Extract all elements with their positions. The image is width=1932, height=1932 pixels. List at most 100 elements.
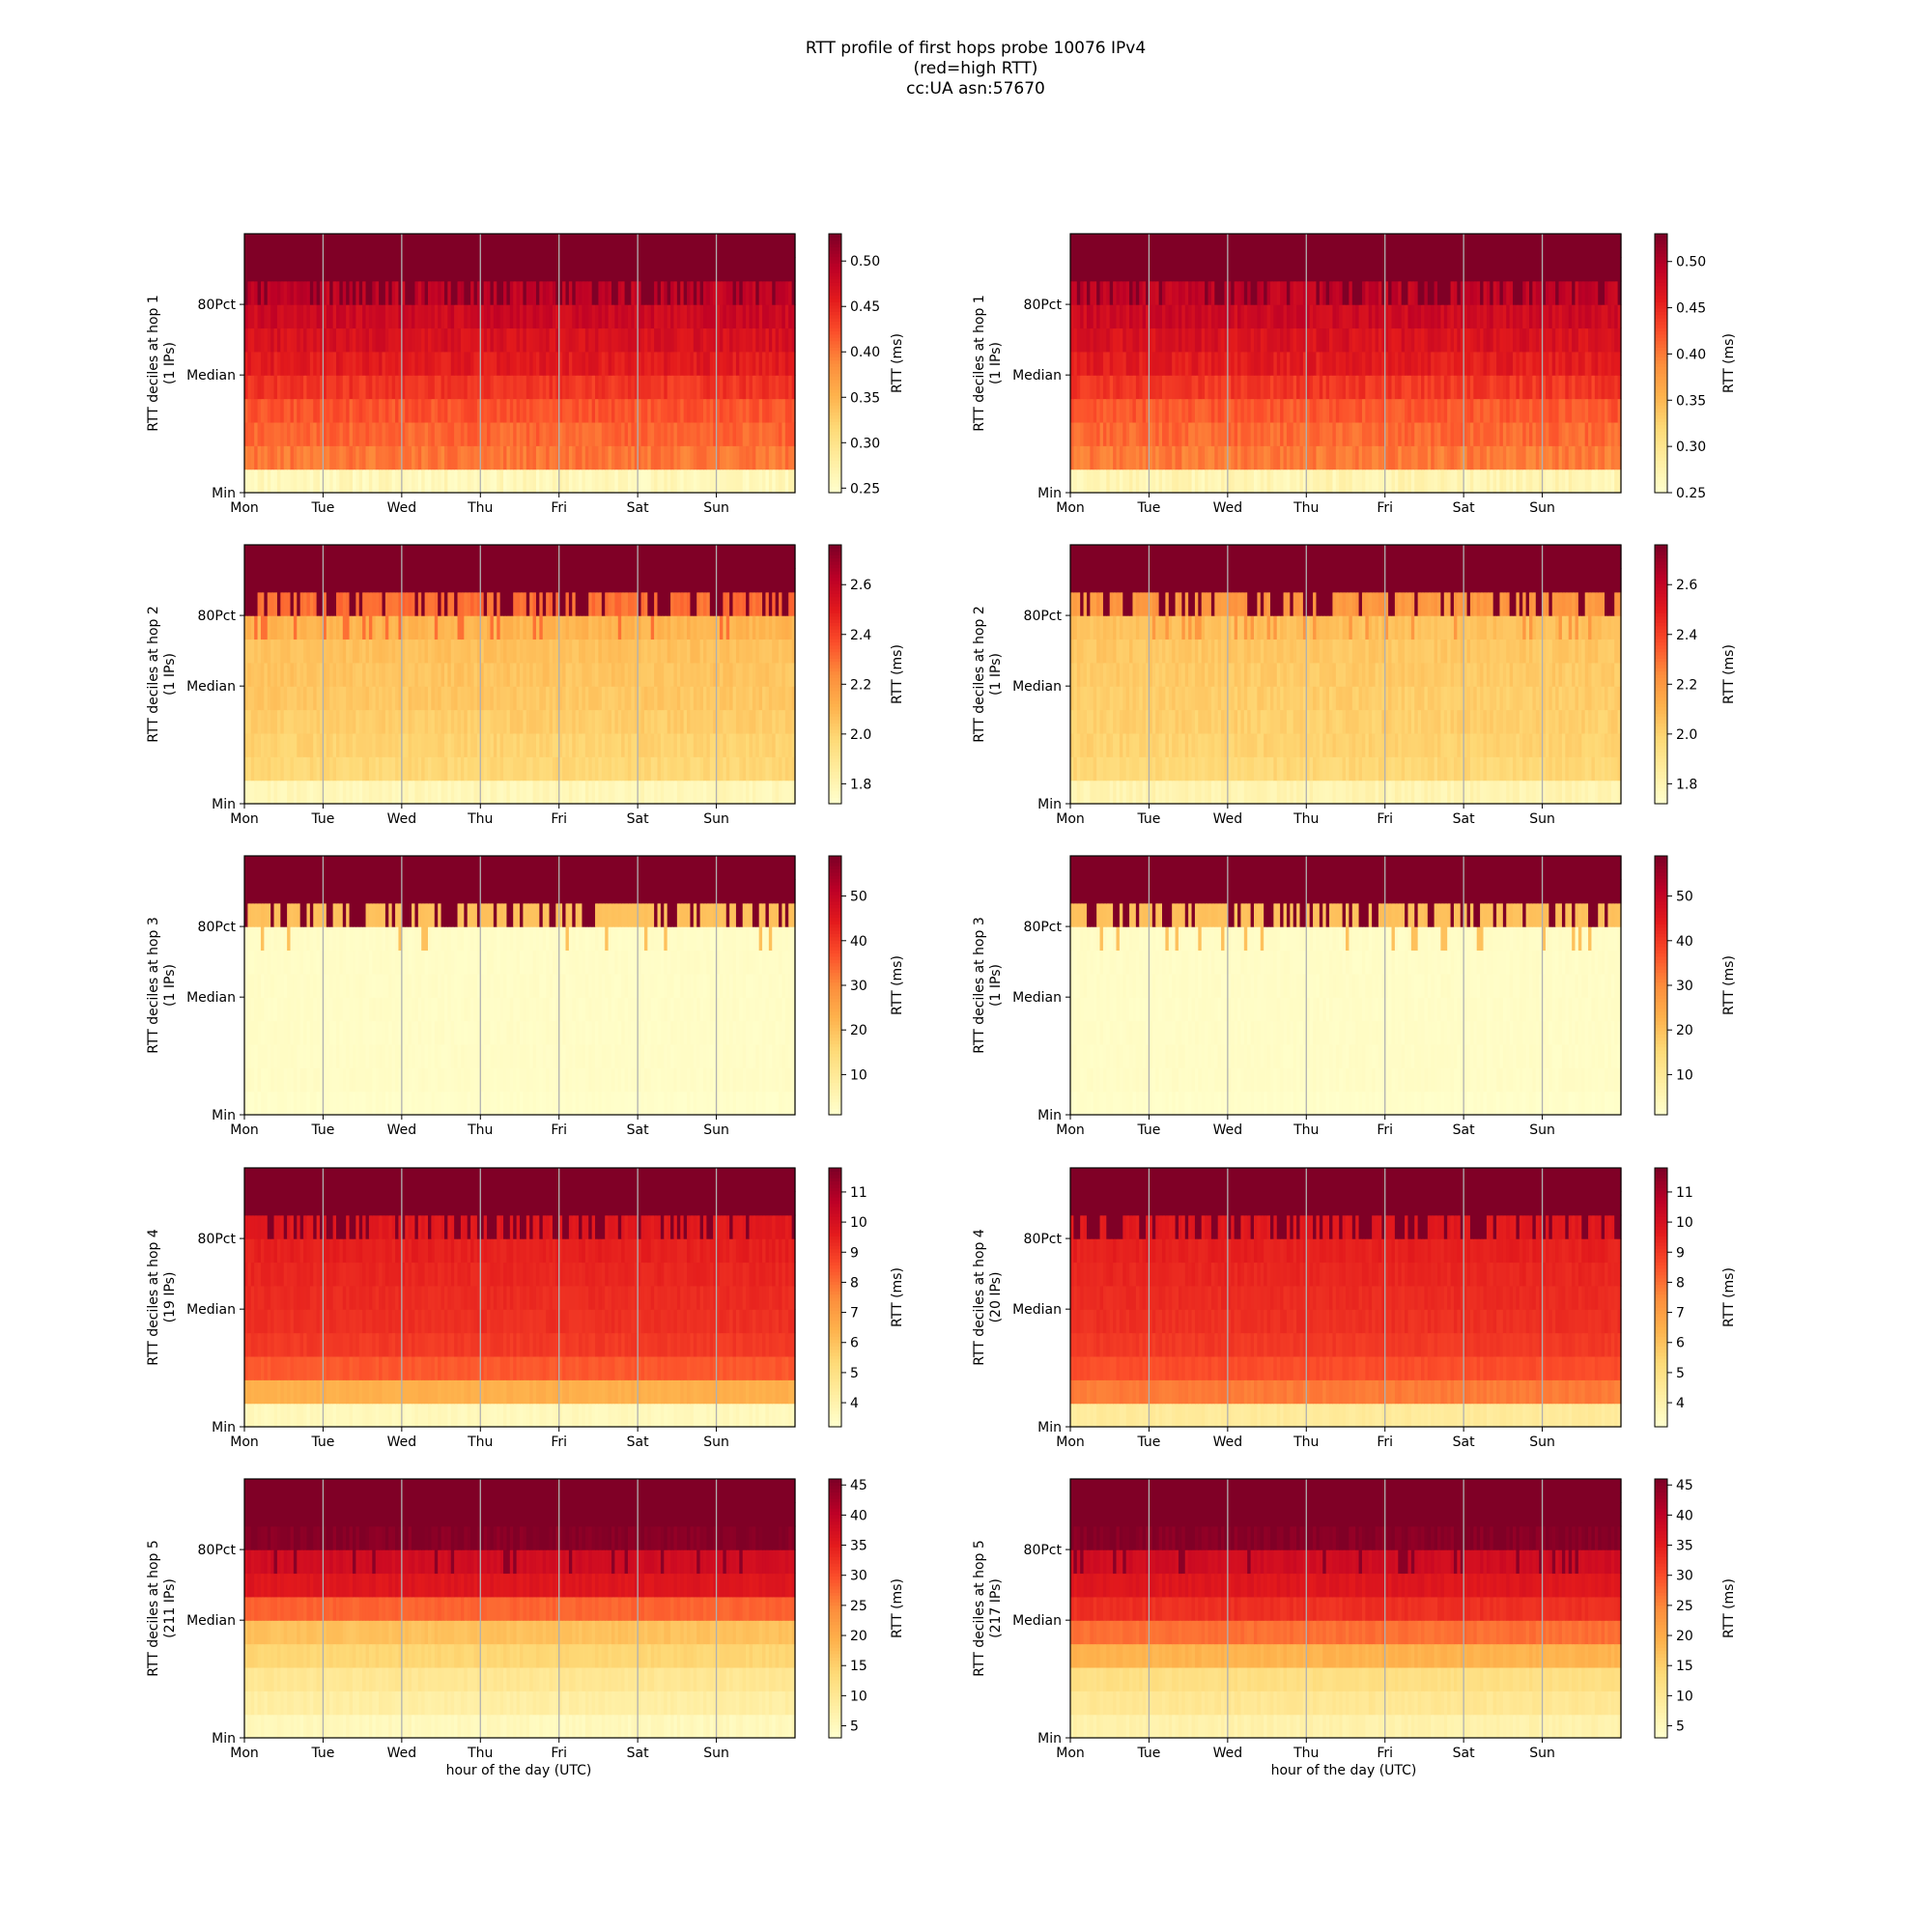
- heatmap-cell: [779, 445, 783, 470]
- heatmap-cell: [657, 398, 662, 423]
- heatmap-cell: [719, 375, 724, 400]
- heatmap-cell: [1149, 351, 1153, 376]
- heatmap-cell: [1525, 398, 1530, 423]
- heatmap-cell: [1421, 351, 1426, 376]
- heatmap-cell: [395, 327, 400, 353]
- heatmap-cell: [660, 327, 665, 353]
- heatmap-cell: [490, 234, 495, 258]
- heatmap-cell: [1096, 280, 1101, 305]
- heatmap-cell: [1309, 421, 1314, 446]
- heatmap-cell: [1417, 257, 1422, 282]
- heatmap-cell: [391, 234, 396, 258]
- heatmap-cell: [1142, 375, 1147, 400]
- heatmap-cell: [447, 375, 452, 400]
- heatmap-cell: [1142, 234, 1147, 258]
- heatmap-cell: [1243, 398, 1248, 423]
- heatmap-cell: [673, 662, 678, 687]
- heatmap-cell: [480, 234, 485, 258]
- heatmap-cell: [384, 780, 389, 805]
- heatmap-cell: [1378, 445, 1382, 470]
- heatmap-cell: [1339, 421, 1344, 446]
- heatmap-cell: [1605, 398, 1609, 423]
- heatmap-cell: [591, 780, 596, 805]
- heatmap-cell: [454, 780, 459, 805]
- heatmap-cell: [1257, 375, 1262, 400]
- heatmap-cell: [752, 304, 756, 329]
- heatmap-cell: [287, 257, 292, 282]
- heatmap-cell: [1545, 445, 1549, 470]
- heatmap-cell: [605, 686, 610, 711]
- heatmap-cell: [1548, 421, 1553, 446]
- heatmap-cell: [555, 257, 560, 282]
- heatmap-cell: [781, 469, 786, 494]
- heatmap-cell: [326, 304, 330, 329]
- heatmap-cell: [1610, 469, 1615, 494]
- heatmap-cell: [247, 351, 252, 376]
- heatmap-cell: [293, 398, 298, 423]
- heatmap-cell: [1598, 375, 1603, 400]
- heatmap-cell: [1509, 234, 1514, 258]
- heatmap-cell: [1283, 351, 1288, 376]
- heatmap-cell: [254, 445, 259, 470]
- heatmap-cell: [1591, 257, 1596, 282]
- heatmap-cell: [529, 445, 534, 470]
- heatmap-cell: [693, 327, 697, 353]
- colorbar-gradient-cell: [829, 340, 841, 345]
- heatmap-cell: [1286, 421, 1291, 446]
- heatmap-cell: [454, 709, 459, 734]
- heatmap-cell: [1168, 398, 1173, 423]
- heatmap-cell: [1447, 445, 1452, 470]
- heatmap-cell: [680, 327, 685, 353]
- heatmap-cell: [450, 257, 455, 282]
- heatmap-cell: [283, 257, 288, 282]
- heatmap-cell: [650, 257, 655, 282]
- heatmap-cell: [516, 327, 521, 353]
- heatmap-cell: [1614, 375, 1619, 400]
- heatmap-cell: [555, 280, 560, 305]
- colorbar-gradient-cell: [829, 424, 841, 429]
- heatmap-cell: [568, 398, 573, 423]
- heatmap-cell: [1296, 421, 1301, 446]
- heatmap-cell: [650, 686, 655, 711]
- heatmap-cell: [601, 351, 606, 376]
- heatmap-cell: [693, 257, 697, 282]
- heatmap-cell: [706, 780, 711, 805]
- heatmap-cell: [568, 709, 573, 734]
- heatmap-cell: [306, 445, 311, 470]
- heatmap-cell: [443, 709, 448, 734]
- heatmap-cell: [1217, 445, 1222, 470]
- heatmap-cell: [539, 421, 544, 446]
- heatmap-cell: [476, 421, 481, 446]
- heatmap-cell: [1346, 421, 1350, 446]
- heatmap-cell: [323, 257, 327, 282]
- heatmap-cell: [1151, 445, 1156, 470]
- heatmap-cell: [476, 327, 481, 353]
- heatmap-cell: [1280, 280, 1285, 305]
- colorbar-tick-label: 0.30: [1676, 440, 1706, 455]
- heatmap-cell: [529, 257, 534, 282]
- heatmap-cell: [509, 327, 514, 353]
- colorbar-gradient-cell: [829, 337, 841, 342]
- heatmap-cell: [421, 304, 426, 329]
- heatmap-cell: [1342, 421, 1347, 446]
- x-tick-label: Fri: [1377, 500, 1393, 516]
- heatmap-cell: [287, 327, 292, 353]
- heatmap-cell: [1260, 375, 1264, 400]
- heatmap-cell: [454, 756, 459, 781]
- heatmap-cell: [752, 756, 756, 781]
- colorbar-gradient-cell: [829, 256, 841, 261]
- heatmap-cell: [584, 257, 589, 282]
- heatmap-cells: [244, 234, 796, 494]
- heatmap-cell: [680, 398, 685, 423]
- heatmap-cell: [440, 375, 445, 400]
- heatmap-cell: [428, 421, 432, 446]
- heatmap-cell: [303, 469, 308, 494]
- heatmap-cell: [1113, 375, 1118, 400]
- heatmap-cell: [706, 756, 711, 781]
- heatmap-cell: [1250, 351, 1255, 376]
- heatmap-cell: [772, 398, 777, 423]
- heatmap-cell: [660, 234, 665, 258]
- heatmap-cell: [1427, 375, 1432, 400]
- heatmap-cell: [735, 421, 740, 446]
- heatmap-cell: [1529, 469, 1533, 494]
